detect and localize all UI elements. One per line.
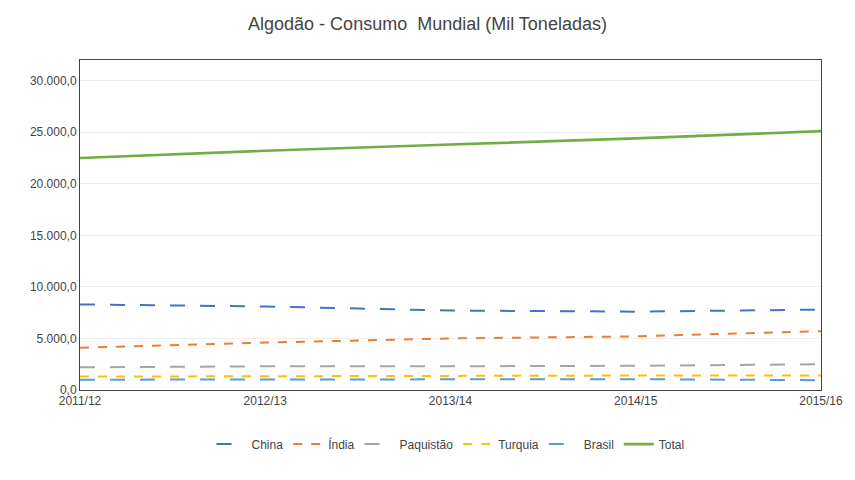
svg-text:2014/15: 2014/15 bbox=[614, 394, 658, 408]
svg-text:Algodão - Consumo Mundial (Mi: Algodão - Consumo Mundial (Mil Toneladas… bbox=[248, 14, 607, 34]
svg-text:25.000,0: 25.000,0 bbox=[30, 125, 77, 139]
svg-text:10.000,0: 10.000,0 bbox=[30, 280, 77, 294]
svg-text:2012/13: 2012/13 bbox=[244, 394, 288, 408]
svg-text:Paquistão: Paquistão bbox=[400, 438, 454, 452]
svg-text:20.000,0: 20.000,0 bbox=[30, 177, 77, 191]
svg-text:15.000,0: 15.000,0 bbox=[30, 229, 77, 243]
svg-text:2015/16: 2015/16 bbox=[799, 394, 843, 408]
svg-text:Turquia: Turquia bbox=[498, 438, 539, 452]
svg-text:Brasil: Brasil bbox=[584, 438, 614, 452]
svg-text:Total: Total bbox=[659, 438, 684, 452]
svg-text:0,0: 0,0 bbox=[60, 383, 77, 397]
svg-text:Índia: Índia bbox=[328, 437, 354, 452]
svg-text:China: China bbox=[252, 438, 284, 452]
svg-text:30.000,0: 30.000,0 bbox=[30, 74, 77, 88]
svg-text:5.000,0: 5.000,0 bbox=[37, 332, 77, 346]
svg-text:2011/12: 2011/12 bbox=[59, 394, 102, 408]
svg-text:2013/14: 2013/14 bbox=[429, 394, 473, 408]
